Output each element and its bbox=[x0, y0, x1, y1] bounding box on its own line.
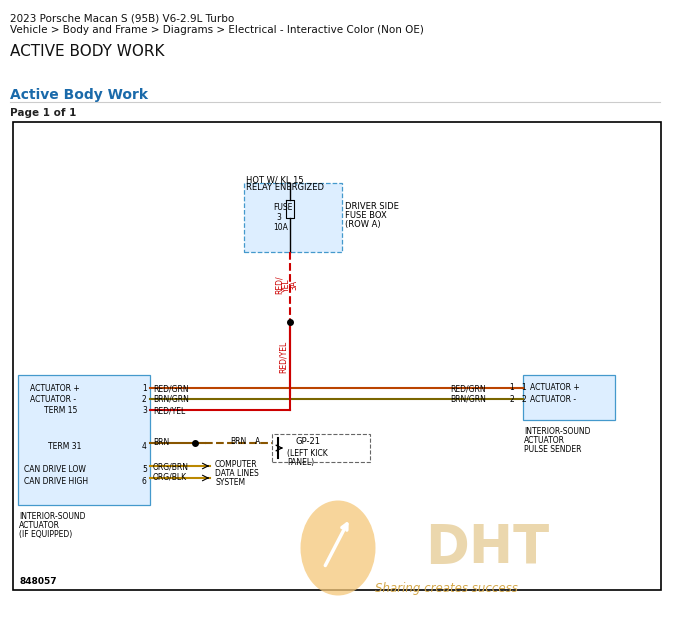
Text: 4: 4 bbox=[142, 442, 147, 451]
Text: GP-21: GP-21 bbox=[295, 437, 320, 446]
Text: YEL: YEL bbox=[281, 278, 291, 292]
Text: 3: 3 bbox=[276, 213, 281, 222]
Bar bbox=[13, 122, 661, 590]
Text: PULSE SENDER: PULSE SENDER bbox=[524, 445, 581, 454]
Text: 3: 3 bbox=[142, 406, 147, 415]
Text: 2023 Porsche Macan S (95B) V6-2.9L Turbo: 2023 Porsche Macan S (95B) V6-2.9L Turbo bbox=[10, 13, 234, 23]
Text: 1: 1 bbox=[509, 383, 514, 392]
Text: CAN DRIVE LOW: CAN DRIVE LOW bbox=[24, 465, 86, 474]
Text: 2: 2 bbox=[142, 395, 147, 404]
Text: 2: 2 bbox=[521, 395, 526, 404]
Text: ACTIVE BODY WORK: ACTIVE BODY WORK bbox=[10, 44, 164, 59]
Text: ACTUATOR +: ACTUATOR + bbox=[30, 384, 79, 393]
Text: 1: 1 bbox=[142, 384, 147, 393]
Text: RED/GRN: RED/GRN bbox=[450, 384, 486, 393]
Text: Active Body Work: Active Body Work bbox=[10, 88, 148, 102]
Text: ACTUATOR +: ACTUATOR + bbox=[530, 383, 579, 392]
Text: SYSTEM: SYSTEM bbox=[215, 478, 245, 487]
Bar bbox=[18, 375, 150, 505]
Text: ORG/BRN: ORG/BRN bbox=[153, 462, 189, 471]
Text: ORG/BLK: ORG/BLK bbox=[153, 473, 187, 482]
Text: RED/YEL: RED/YEL bbox=[279, 341, 287, 373]
Text: ACTUATOR -: ACTUATOR - bbox=[530, 395, 576, 404]
Text: DATA LINES: DATA LINES bbox=[215, 469, 258, 478]
Text: DRIVER SIDE: DRIVER SIDE bbox=[345, 202, 399, 211]
Text: FUSE BOX: FUSE BOX bbox=[345, 211, 387, 220]
Text: CAN DRIVE HIGH: CAN DRIVE HIGH bbox=[24, 477, 88, 486]
Text: Sharing creates success: Sharing creates success bbox=[375, 582, 518, 595]
Text: RED/: RED/ bbox=[275, 276, 283, 294]
Text: ACTUATOR: ACTUATOR bbox=[19, 521, 60, 530]
Text: 3A: 3A bbox=[289, 280, 299, 290]
Text: INTERIOR-SOUND: INTERIOR-SOUND bbox=[19, 512, 85, 521]
Text: TERM 15: TERM 15 bbox=[44, 406, 77, 415]
Text: (ROW A): (ROW A) bbox=[345, 220, 381, 229]
Text: 10A: 10A bbox=[273, 223, 288, 232]
Text: 2: 2 bbox=[509, 395, 514, 404]
Text: RED/YEL: RED/YEL bbox=[153, 406, 185, 415]
Bar bbox=[523, 375, 615, 420]
Bar bbox=[272, 434, 370, 462]
Text: FUSE: FUSE bbox=[273, 203, 292, 212]
Text: 5: 5 bbox=[142, 465, 147, 474]
Text: BRN/GRN: BRN/GRN bbox=[153, 395, 189, 404]
Text: COMPUTER: COMPUTER bbox=[215, 460, 258, 469]
Text: HOT W/ KL 15: HOT W/ KL 15 bbox=[246, 175, 304, 184]
Text: 1: 1 bbox=[521, 383, 526, 392]
Text: RELAY ENERGIZED: RELAY ENERGIZED bbox=[246, 183, 324, 192]
Text: PANEL): PANEL) bbox=[287, 458, 314, 467]
Text: Page 1 of 1: Page 1 of 1 bbox=[10, 108, 76, 118]
Text: INTERIOR-SOUND: INTERIOR-SOUND bbox=[524, 427, 590, 436]
Text: ACTUATOR -: ACTUATOR - bbox=[30, 395, 76, 404]
Text: 848057: 848057 bbox=[19, 577, 57, 586]
Text: BRN: BRN bbox=[153, 438, 169, 447]
Text: A: A bbox=[255, 437, 260, 446]
Ellipse shape bbox=[301, 500, 376, 596]
Text: DHT: DHT bbox=[425, 522, 549, 574]
Text: RED/GRN: RED/GRN bbox=[153, 384, 188, 393]
Text: (LEFT KICK: (LEFT KICK bbox=[287, 449, 328, 458]
Text: BRN: BRN bbox=[230, 437, 246, 446]
Text: TERM 31: TERM 31 bbox=[48, 442, 81, 451]
Text: ACTUATOR: ACTUATOR bbox=[524, 436, 565, 445]
Text: 6: 6 bbox=[142, 477, 147, 486]
Text: (IF EQUIPPED): (IF EQUIPPED) bbox=[19, 530, 72, 539]
Text: BRN/GRN: BRN/GRN bbox=[450, 395, 486, 404]
Text: Vehicle > Body and Frame > Diagrams > Electrical - Interactive Color (Non OE): Vehicle > Body and Frame > Diagrams > El… bbox=[10, 25, 424, 35]
Bar bbox=[244, 183, 342, 252]
